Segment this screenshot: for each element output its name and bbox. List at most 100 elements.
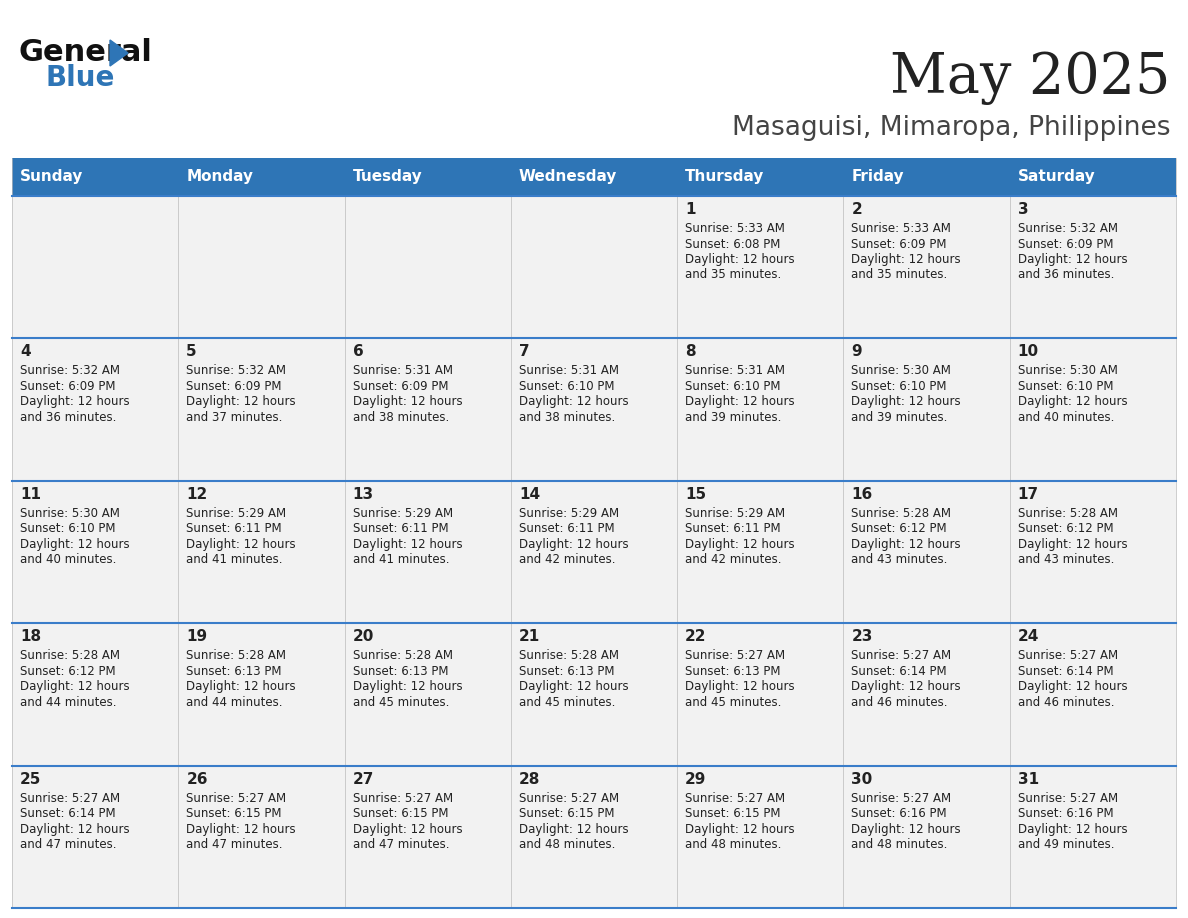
Text: Sunrise: 5:28 AM: Sunrise: 5:28 AM <box>852 507 952 520</box>
Text: Daylight: 12 hours: Daylight: 12 hours <box>20 823 129 835</box>
Text: Sunset: 6:16 PM: Sunset: 6:16 PM <box>1018 807 1113 820</box>
Text: Sunrise: 5:27 AM: Sunrise: 5:27 AM <box>353 791 453 804</box>
Text: Daylight: 12 hours: Daylight: 12 hours <box>685 253 795 266</box>
Bar <box>12 196 178 339</box>
Text: Sunrise: 5:29 AM: Sunrise: 5:29 AM <box>187 507 286 520</box>
Text: Sunrise: 5:30 AM: Sunrise: 5:30 AM <box>1018 364 1118 377</box>
Text: Daylight: 12 hours: Daylight: 12 hours <box>685 396 795 409</box>
Text: Sunday: Sunday <box>20 170 83 185</box>
Text: Sunset: 6:16 PM: Sunset: 6:16 PM <box>852 807 947 820</box>
Text: 25: 25 <box>20 772 42 787</box>
Text: Sunset: 6:09 PM: Sunset: 6:09 PM <box>1018 238 1113 251</box>
Text: 12: 12 <box>187 487 208 502</box>
Text: Sunset: 6:11 PM: Sunset: 6:11 PM <box>187 522 282 535</box>
Text: Daylight: 12 hours: Daylight: 12 hours <box>187 396 296 409</box>
Text: Sunset: 6:15 PM: Sunset: 6:15 PM <box>685 807 781 820</box>
Text: 3: 3 <box>1018 202 1029 217</box>
Text: Sunrise: 5:31 AM: Sunrise: 5:31 AM <box>519 364 619 377</box>
Text: and 46 minutes.: and 46 minutes. <box>852 696 948 709</box>
Text: Sunset: 6:09 PM: Sunset: 6:09 PM <box>852 238 947 251</box>
Text: Wednesday: Wednesday <box>519 170 618 185</box>
Text: Sunrise: 5:27 AM: Sunrise: 5:27 AM <box>1018 649 1118 662</box>
Bar <box>677 481 843 623</box>
Bar <box>1010 766 1176 908</box>
Bar <box>345 623 511 766</box>
Bar <box>677 766 843 908</box>
Text: Daylight: 12 hours: Daylight: 12 hours <box>353 396 462 409</box>
Text: and 36 minutes.: and 36 minutes. <box>1018 268 1114 282</box>
Text: 4: 4 <box>20 344 31 360</box>
Bar <box>12 158 1176 196</box>
Text: 31: 31 <box>1018 772 1038 787</box>
Text: 8: 8 <box>685 344 696 360</box>
Text: May 2025: May 2025 <box>890 50 1170 106</box>
Text: Sunset: 6:12 PM: Sunset: 6:12 PM <box>20 665 115 677</box>
Text: Sunset: 6:09 PM: Sunset: 6:09 PM <box>20 380 115 393</box>
Text: Daylight: 12 hours: Daylight: 12 hours <box>1018 823 1127 835</box>
Text: Sunrise: 5:27 AM: Sunrise: 5:27 AM <box>852 649 952 662</box>
Text: Sunrise: 5:28 AM: Sunrise: 5:28 AM <box>20 649 120 662</box>
Text: 16: 16 <box>852 487 873 502</box>
Text: and 48 minutes.: and 48 minutes. <box>852 838 948 851</box>
Text: and 36 minutes.: and 36 minutes. <box>20 411 116 424</box>
Text: Saturday: Saturday <box>1018 170 1095 185</box>
Text: Sunset: 6:11 PM: Sunset: 6:11 PM <box>519 522 614 535</box>
Text: Sunset: 6:10 PM: Sunset: 6:10 PM <box>852 380 947 393</box>
Text: Sunrise: 5:33 AM: Sunrise: 5:33 AM <box>685 222 785 235</box>
Text: 13: 13 <box>353 487 374 502</box>
Bar <box>345 766 511 908</box>
Bar <box>843 766 1010 908</box>
Text: and 47 minutes.: and 47 minutes. <box>353 838 449 851</box>
Text: Daylight: 12 hours: Daylight: 12 hours <box>519 680 628 693</box>
Text: Sunrise: 5:27 AM: Sunrise: 5:27 AM <box>519 791 619 804</box>
Text: Daylight: 12 hours: Daylight: 12 hours <box>685 538 795 551</box>
Text: Sunrise: 5:28 AM: Sunrise: 5:28 AM <box>1018 507 1118 520</box>
Bar <box>511 196 677 339</box>
Text: Daylight: 12 hours: Daylight: 12 hours <box>852 396 961 409</box>
Text: Sunrise: 5:32 AM: Sunrise: 5:32 AM <box>187 364 286 377</box>
Text: Daylight: 12 hours: Daylight: 12 hours <box>1018 538 1127 551</box>
Text: and 49 minutes.: and 49 minutes. <box>1018 838 1114 851</box>
Text: and 41 minutes.: and 41 minutes. <box>187 554 283 566</box>
Text: 22: 22 <box>685 629 707 644</box>
Text: 23: 23 <box>852 629 873 644</box>
Text: and 48 minutes.: and 48 minutes. <box>519 838 615 851</box>
Text: and 43 minutes.: and 43 minutes. <box>852 554 948 566</box>
Text: Daylight: 12 hours: Daylight: 12 hours <box>20 680 129 693</box>
Bar <box>677 196 843 339</box>
Text: and 42 minutes.: and 42 minutes. <box>685 554 782 566</box>
Text: 19: 19 <box>187 629 208 644</box>
Text: Sunrise: 5:28 AM: Sunrise: 5:28 AM <box>353 649 453 662</box>
Bar <box>511 339 677 481</box>
Text: and 40 minutes.: and 40 minutes. <box>1018 411 1114 424</box>
Text: Sunset: 6:09 PM: Sunset: 6:09 PM <box>187 380 282 393</box>
Text: Sunrise: 5:30 AM: Sunrise: 5:30 AM <box>852 364 952 377</box>
Text: Daylight: 12 hours: Daylight: 12 hours <box>519 823 628 835</box>
Text: Daylight: 12 hours: Daylight: 12 hours <box>852 680 961 693</box>
Text: Blue: Blue <box>46 64 115 92</box>
Text: Sunrise: 5:27 AM: Sunrise: 5:27 AM <box>685 791 785 804</box>
Text: 6: 6 <box>353 344 364 360</box>
Text: Sunset: 6:10 PM: Sunset: 6:10 PM <box>519 380 614 393</box>
Bar <box>1010 481 1176 623</box>
Bar <box>1010 339 1176 481</box>
Text: Daylight: 12 hours: Daylight: 12 hours <box>852 823 961 835</box>
Bar <box>1010 196 1176 339</box>
Text: Sunrise: 5:31 AM: Sunrise: 5:31 AM <box>353 364 453 377</box>
Bar <box>178 339 345 481</box>
Text: 1: 1 <box>685 202 696 217</box>
Text: Sunset: 6:14 PM: Sunset: 6:14 PM <box>852 665 947 677</box>
Text: and 39 minutes.: and 39 minutes. <box>685 411 782 424</box>
Text: Daylight: 12 hours: Daylight: 12 hours <box>852 253 961 266</box>
Text: Daylight: 12 hours: Daylight: 12 hours <box>20 396 129 409</box>
Text: and 41 minutes.: and 41 minutes. <box>353 554 449 566</box>
Text: 20: 20 <box>353 629 374 644</box>
Text: Daylight: 12 hours: Daylight: 12 hours <box>519 538 628 551</box>
Bar <box>677 623 843 766</box>
Text: Daylight: 12 hours: Daylight: 12 hours <box>685 823 795 835</box>
Text: Sunset: 6:10 PM: Sunset: 6:10 PM <box>685 380 781 393</box>
Text: and 43 minutes.: and 43 minutes. <box>1018 554 1114 566</box>
Bar <box>12 339 178 481</box>
Text: and 42 minutes.: and 42 minutes. <box>519 554 615 566</box>
Text: Sunset: 6:14 PM: Sunset: 6:14 PM <box>20 807 115 820</box>
